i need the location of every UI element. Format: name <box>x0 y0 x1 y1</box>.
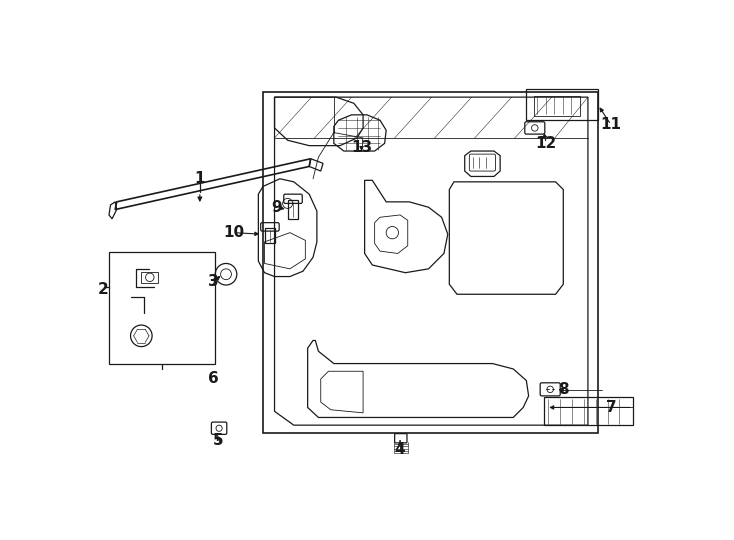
Text: 6: 6 <box>208 372 218 387</box>
Text: 5: 5 <box>213 433 224 448</box>
Text: 13: 13 <box>351 140 372 156</box>
Bar <box>534 96 580 116</box>
Bar <box>142 272 159 284</box>
Text: 2: 2 <box>98 282 109 297</box>
Text: 12: 12 <box>536 136 557 151</box>
Bar <box>109 252 215 363</box>
Text: 4: 4 <box>395 442 405 457</box>
Text: 7: 7 <box>606 400 617 415</box>
Text: 11: 11 <box>600 117 622 132</box>
Text: 1: 1 <box>195 171 205 186</box>
Text: 10: 10 <box>223 225 244 240</box>
Bar <box>288 200 299 219</box>
Bar <box>264 228 275 244</box>
Text: 9: 9 <box>272 200 282 215</box>
Text: 3: 3 <box>208 274 218 289</box>
Text: 8: 8 <box>558 382 569 397</box>
